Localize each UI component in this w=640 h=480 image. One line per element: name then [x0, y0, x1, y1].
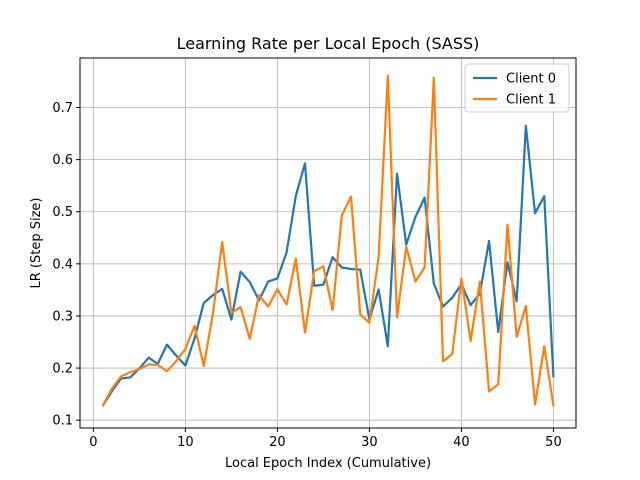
y-tick-label: 0.5 [52, 205, 73, 220]
x-tick-label: 40 [453, 435, 470, 450]
y-axis-title: LR (Step Size) [29, 198, 44, 289]
series-lines [101, 74, 555, 407]
x-tick-label: 30 [361, 435, 378, 450]
legend: Client 0 Client 1 [464, 63, 570, 113]
y-tick-label: 0.2 [52, 362, 73, 377]
y-tick-label: 0.6 [52, 153, 73, 168]
x-tick-label: 50 [545, 435, 562, 450]
series-line-client-1 [101, 74, 555, 407]
legend-label: Client 0 [506, 72, 556, 87]
y-axis-ticks: 0.1 0.2 0.3 0.4 0.5 0.6 0.7 [52, 101, 80, 429]
x-tick-label: 20 [269, 435, 286, 450]
y-tick-label: 0.3 [52, 309, 73, 324]
legend-label: Client 1 [506, 93, 556, 108]
x-tick-label: 10 [177, 435, 194, 450]
x-tick-label: 0 [89, 435, 97, 450]
plot-area [80, 58, 576, 428]
y-tick-label: 0.4 [52, 257, 73, 272]
x-axis-title: Local Epoch Index (Cumulative) [225, 456, 431, 471]
plot-frame [79, 57, 577, 429]
chart-title: Learning Rate per Local Epoch (SASS) [177, 34, 480, 53]
y-tick-label: 0.7 [52, 101, 73, 116]
x-axis-ticks: 0 10 20 30 40 50 [89, 428, 562, 450]
y-tick-label: 0.1 [52, 414, 73, 429]
